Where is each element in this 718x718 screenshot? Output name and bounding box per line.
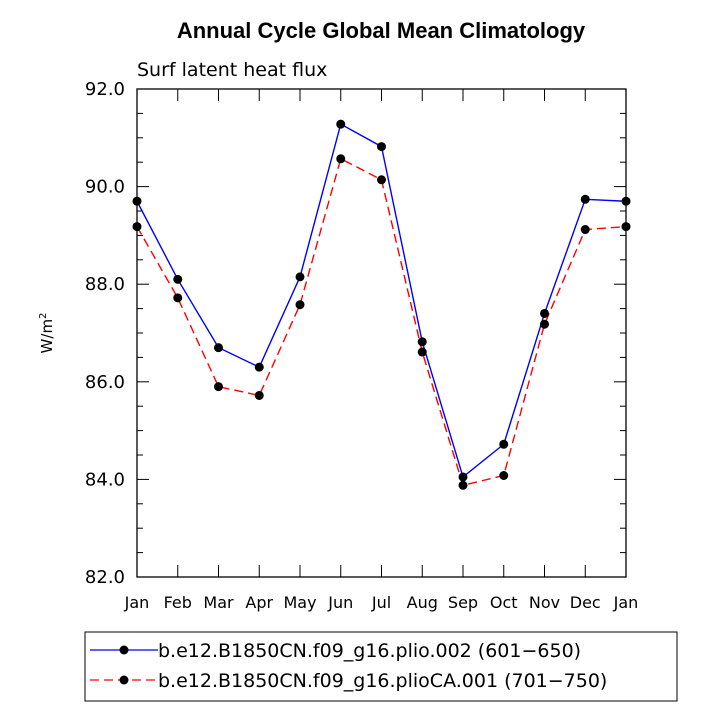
y-tick-label: 86.0 bbox=[85, 372, 125, 393]
x-tick-label: Jun bbox=[327, 593, 353, 612]
data-point-series-1 bbox=[621, 196, 631, 206]
data-point-series-1 bbox=[214, 343, 223, 353]
legend-marker-series-1 bbox=[119, 645, 129, 655]
x-tick-label: Jul bbox=[371, 593, 391, 612]
y-axis-ticks: 82.0 84.0 86.0 88.0 90.0 92.0 bbox=[85, 79, 626, 588]
data-point-series-1 bbox=[499, 439, 509, 449]
x-tick-label: Aug bbox=[407, 593, 438, 612]
data-point-series-2 bbox=[214, 382, 223, 392]
legend-box bbox=[84, 631, 678, 702]
data-point-series-2 bbox=[132, 222, 142, 232]
data-point-series-2 bbox=[621, 222, 631, 232]
x-tick-label: Oct bbox=[490, 593, 518, 612]
x-tick-label: Mar bbox=[203, 593, 234, 612]
y-tick-label: 90.0 bbox=[85, 177, 125, 198]
data-point-series-2 bbox=[540, 319, 549, 329]
legend-label-series-1: b.e12.B1850CN.f09_g16.plio.002 (601−650) bbox=[158, 640, 581, 662]
x-tick-label: Feb bbox=[164, 593, 192, 612]
data-point-series-2 bbox=[336, 154, 346, 164]
x-tick-label: Sep bbox=[448, 593, 478, 612]
x-tick-label: Jan bbox=[124, 593, 150, 612]
y-tick-label: 92.0 bbox=[85, 79, 125, 100]
data-point-series-2 bbox=[417, 347, 427, 357]
y-tick-label: 88.0 bbox=[85, 274, 125, 295]
data-point-series-2 bbox=[377, 175, 386, 185]
data-point-series-2 bbox=[254, 390, 264, 400]
data-point-series-1 bbox=[540, 308, 549, 318]
data-point-series-1 bbox=[377, 142, 386, 152]
chart-subtitle: Surf latent heat flux bbox=[137, 59, 327, 81]
data-point-series-1 bbox=[417, 337, 427, 347]
x-tick-label: May bbox=[283, 593, 316, 612]
data-point-series-1 bbox=[173, 274, 183, 284]
y-axis-label-text: W/m bbox=[38, 319, 56, 354]
series-line-2 bbox=[136, 157, 627, 487]
data-point-series-2 bbox=[499, 470, 509, 480]
data-point-series-2 bbox=[580, 225, 590, 235]
series-layer bbox=[132, 119, 631, 490]
x-tick-label: Dec bbox=[570, 593, 601, 612]
y-axis-label: W/m2 bbox=[38, 313, 56, 354]
data-point-series-1 bbox=[132, 196, 142, 206]
legend-marker-series-2 bbox=[119, 675, 129, 685]
data-point-series-1 bbox=[254, 362, 264, 372]
data-point-series-1 bbox=[295, 272, 305, 282]
y-tick-label: 84.0 bbox=[85, 469, 125, 490]
legend-label-series-2: b.e12.B1850CN.f09_g16.plioCA.001 (701−75… bbox=[158, 670, 607, 692]
y-axis-label-superscript: 2 bbox=[38, 313, 49, 319]
data-point-series-1 bbox=[458, 472, 468, 482]
data-point-series-2 bbox=[173, 293, 183, 303]
data-point-series-2 bbox=[458, 480, 468, 490]
x-tick-label: Jan bbox=[613, 593, 639, 612]
x-tick-label: Apr bbox=[245, 593, 273, 612]
data-point-series-1 bbox=[580, 194, 590, 204]
x-tick-label: Nov bbox=[529, 593, 560, 612]
chart-title: Annual Cycle Global Mean Climatology bbox=[177, 18, 586, 43]
y-tick-label: 82.0 bbox=[85, 567, 125, 588]
data-point-series-2 bbox=[295, 300, 305, 310]
data-point-series-1 bbox=[336, 119, 346, 129]
x-axis-ticks: Jan Feb Mar Apr May Jun Jul Aug Sep Oct Nov Dec Jan bbox=[124, 89, 639, 612]
